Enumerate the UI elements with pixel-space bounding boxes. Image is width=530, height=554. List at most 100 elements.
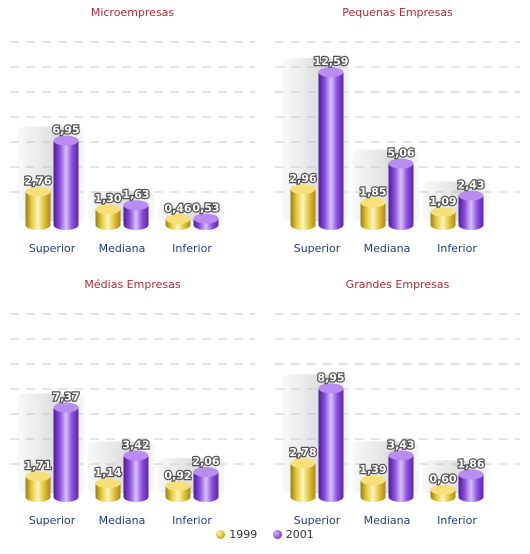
chart-title: Pequenas Empresas <box>342 6 453 19</box>
bar-body <box>25 191 51 225</box>
bar-base <box>388 492 414 502</box>
bar-body <box>53 407 79 497</box>
bar-cap <box>25 186 51 197</box>
category-label: Inferior <box>437 514 477 527</box>
bar-cap <box>123 450 149 461</box>
legend-swatch-2001 <box>272 530 282 539</box>
category-label: Mediana <box>364 514 411 527</box>
value-label: 5,06 <box>387 147 414 160</box>
value-label: 1,30 <box>94 192 121 205</box>
value-label: 2,06 <box>192 455 219 468</box>
bar-base <box>318 220 344 230</box>
bar-1999-mediana <box>95 204 121 230</box>
value-label: 8,95 <box>317 371 344 384</box>
bar-base <box>290 492 316 502</box>
bar-base <box>193 492 219 502</box>
value-label: 0,92 <box>164 469 191 482</box>
value-label: 7,37 <box>52 391 79 404</box>
chart-title: Microempresas <box>90 6 175 19</box>
bar-2001-superior <box>53 135 79 230</box>
bar-base <box>53 492 79 502</box>
value-label: 2,96 <box>289 172 316 185</box>
category-label: Inferior <box>172 242 212 255</box>
category-label: Superior <box>29 242 76 255</box>
chart-svg: 2,78 8,95 Superior 1,393,43 Mediana 0,601,86 I… <box>275 313 520 527</box>
value-label: 1,71 <box>24 459 51 472</box>
value-label: 1,85 <box>359 186 386 199</box>
bar-1999-superior <box>25 186 51 230</box>
value-label: 0,60 <box>429 473 456 486</box>
bar-1999-mediana <box>360 475 386 502</box>
value-label: 12,59 <box>314 55 349 68</box>
bar-cap <box>165 480 191 491</box>
chart-title: Grandes Empresas <box>345 278 450 291</box>
bar-base <box>430 220 456 230</box>
bar-2001-inferior <box>458 190 484 230</box>
bar-base <box>25 220 51 230</box>
bar-cap <box>123 200 149 211</box>
category-label: Superior <box>294 514 341 527</box>
value-label: 1,39 <box>359 463 386 476</box>
value-label: 6,95 <box>52 124 79 137</box>
bar-base <box>95 492 121 502</box>
bar-2001-mediana <box>123 200 149 230</box>
category-label: Inferior <box>172 514 212 527</box>
bar-base <box>123 492 149 502</box>
legend-label-2001: 2001 <box>285 528 314 541</box>
value-label: 2,78 <box>289 446 316 459</box>
bar-base <box>165 492 191 502</box>
bar-1999-superior <box>290 184 316 230</box>
bar-cap <box>360 475 386 486</box>
chart-panel-medias: Médias Empresas 1,71 7,37 Superior 1,14 3,42… <box>0 272 265 542</box>
bar-1999-inferior <box>165 480 191 502</box>
bar-base <box>360 492 386 502</box>
bar-cap <box>53 135 79 146</box>
value-label: 1,86 <box>457 457 484 470</box>
bar-base <box>290 220 316 230</box>
bar-2001-mediana <box>123 450 149 502</box>
bar-body <box>123 205 149 225</box>
bar-2001-inferior <box>458 469 484 502</box>
category-label: Inferior <box>437 242 477 255</box>
bar-1999-mediana <box>95 478 121 502</box>
bar-base <box>95 220 121 230</box>
chart-panel-grandes: Grandes Empresas 2,78 8,95 Superior 1,39 3,4… <box>265 272 530 542</box>
category-label: Mediana <box>364 242 411 255</box>
category-label: Superior <box>29 514 76 527</box>
category-label: Superior <box>294 242 341 255</box>
legend: 1999 2001 <box>0 528 530 542</box>
bar-base <box>458 220 484 230</box>
bar-2001-mediana <box>388 158 414 230</box>
bar-1999-superior <box>290 458 316 502</box>
bar-base <box>360 220 386 230</box>
bar-body <box>360 202 386 225</box>
legend-item-2001: 2001 <box>272 528 314 541</box>
bar-2001-mediana <box>388 450 414 502</box>
bar-base <box>458 492 484 502</box>
legend-label-1999: 1999 <box>229 528 258 541</box>
bar-cap <box>290 184 316 195</box>
value-label: 3,42 <box>122 438 149 451</box>
chart-svg: 2,76 6,95 Superior 1,30 1,63 Mediana 0,46 0,53 I… <box>10 41 255 255</box>
bar-body <box>318 388 344 497</box>
chart-svg: 1,71 7,37 Superior 1,14 3,42 Mediana 0,922,06 I… <box>10 313 255 527</box>
bar-cap <box>430 206 456 217</box>
value-label: 0,53 <box>192 202 219 215</box>
bar-1999-inferior <box>165 214 191 230</box>
bar-2001-inferior <box>193 466 219 502</box>
bar-cap <box>95 204 121 215</box>
category-label: Mediana <box>99 514 146 527</box>
value-label: 1,09 <box>429 195 456 208</box>
value-label: 2,43 <box>457 178 484 191</box>
legend-swatch-1999 <box>216 530 226 539</box>
value-label: 0,46 <box>164 202 191 215</box>
value-label: 3,43 <box>387 438 414 451</box>
category-label: Mediana <box>99 242 146 255</box>
bar-base <box>123 220 149 230</box>
legend-item-1999: 1999 <box>216 528 257 541</box>
bar-cap <box>318 67 344 78</box>
value-label: 1,14 <box>94 466 121 479</box>
bar-base <box>318 492 344 502</box>
bar-cap <box>458 190 484 201</box>
bar-2001-superior <box>318 383 344 502</box>
